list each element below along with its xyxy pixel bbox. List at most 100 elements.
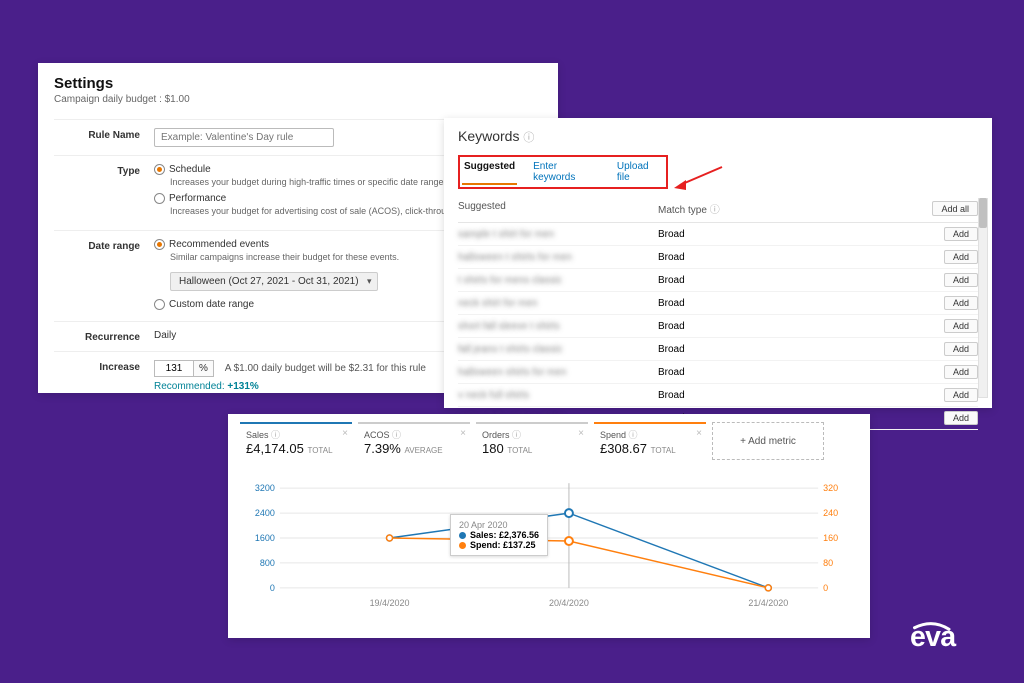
svg-text:160: 160 [823,533,838,543]
metric-orders-label: Orders [482,430,510,440]
col-suggested: Suggested [458,201,658,216]
close-icon[interactable]: × [342,428,348,439]
radio-performance[interactable] [154,193,165,204]
add-button[interactable]: Add [944,411,978,425]
radio-custom[interactable] [154,299,165,310]
radio-recommended[interactable] [154,239,165,250]
close-icon[interactable]: × [696,428,702,439]
keyword-row: sample t shirt for men Broad Add [458,223,978,246]
add-metric-button[interactable]: + Add metric [712,422,824,460]
keyword-row: short fall sleeve t shirts Broad Add [458,315,978,338]
metric-sales-label: Sales [246,430,269,440]
keywords-panel: Keywords ⓘ Suggested Enter keywords Uplo… [444,118,992,408]
date-dropdown[interactable]: Halloween (Oct 27, 2021 - Oct 31, 2021) [170,272,378,291]
date-range-label: Date range [54,239,154,312]
metric-acos-value: 7.39% [364,441,401,456]
chart-panel: × Sales ⓘ £4,174.05 TOTAL × ACOS ⓘ 7.39%… [228,414,870,638]
increase-pct: % [194,360,214,377]
eva-logo: eva [910,616,1000,665]
add-button[interactable]: Add [944,250,978,264]
close-icon[interactable]: × [578,428,584,439]
tooltip-date: 20 Apr 2020 [459,520,539,530]
settings-title: Settings [54,75,542,92]
match-type-text: Broad [658,252,848,263]
svg-text:80: 80 [823,558,833,568]
tabs-highlight-box: Suggested Enter keywords Upload file [458,155,668,189]
match-type-text: Broad [658,229,848,240]
add-button[interactable]: Add [944,319,978,333]
keyword-row: halloween t shirts for men Broad Add [458,246,978,269]
keyword-text: t shirts for mens classic [458,275,562,286]
col-match-type: Match type [658,205,707,216]
metric-spend-value: £308.67 [600,441,647,456]
svg-text:320: 320 [823,483,838,493]
keyword-text: fall jeans t shirts classic [458,344,562,355]
info-icon: ⓘ [710,205,720,216]
keyword-row: neck shirt for men Broad Add [458,292,978,315]
svg-text:2400: 2400 [255,508,275,518]
metric-acos[interactable]: × ACOS ⓘ 7.39% AVERAGE [358,422,470,460]
tab-upload-file[interactable]: Upload file [615,159,664,185]
match-type-text: Broad [658,367,848,378]
svg-text:19/4/2020: 19/4/2020 [370,598,410,608]
match-type-text: Broad [658,275,848,286]
svg-text:240: 240 [823,508,838,518]
keyword-text: v neck full shirts [458,390,529,401]
match-type-text: Broad [658,321,848,332]
increase-input[interactable] [154,360,194,377]
chart-plot: 0 800 1600 2400 3200 0 80 160 240 320 19… [240,468,858,618]
keyword-text: halloween t shirts for men [458,252,572,263]
add-all-button[interactable]: Add all [932,201,978,216]
scrollbar[interactable] [978,198,988,398]
radio-schedule[interactable] [154,164,165,175]
metric-spend-sub: TOTAL [651,446,676,455]
recurrence-label: Recurrence [54,330,154,343]
annotation-arrow [674,163,724,193]
match-type-text: Broad [658,298,848,309]
add-button[interactable]: Add [944,365,978,379]
metric-acos-label: ACOS [364,430,390,440]
increase-reco-label: Recommended: [154,381,227,392]
info-icon: ⓘ [523,132,534,144]
keyword-row: t shirts for mens classic Broad Add [458,269,978,292]
settings-subtitle: Campaign daily budget : $1.00 [54,94,542,105]
add-button[interactable]: Add [944,342,978,356]
type-schedule-text: Schedule [169,164,211,175]
add-button[interactable]: Add [944,388,978,402]
metric-acos-sub: AVERAGE [405,446,443,455]
svg-text:21/4/2020: 21/4/2020 [748,598,788,608]
add-button[interactable]: Add [944,296,978,310]
add-button[interactable]: Add [944,273,978,287]
type-label: Type [54,164,154,222]
date-recommended-text: Recommended events [169,239,269,250]
close-icon[interactable]: × [460,428,466,439]
metric-sales[interactable]: × Sales ⓘ £4,174.05 TOTAL [240,422,352,460]
svg-text:1600: 1600 [255,533,275,543]
keyword-text: sample t shirt for men [458,229,554,240]
tooltip-sales: Sales: £2,376.56 [470,530,539,540]
metric-sales-value: £4,174.05 [246,441,304,456]
keyword-row: v neck full shirts Broad Add [458,384,978,407]
increase-reco-value: +131% [227,381,258,392]
keyword-text: neck shirt for men [458,298,537,309]
metric-orders-sub: TOTAL [507,446,532,455]
svg-text:20/4/2020: 20/4/2020 [549,598,589,608]
metric-spend-label: Spend [600,430,626,440]
metric-orders[interactable]: × Orders ⓘ 180 TOTAL [476,422,588,460]
match-type-text: Broad [658,390,848,401]
tooltip-spend: Spend: £137.25 [470,540,536,550]
tab-enter-keywords[interactable]: Enter keywords [531,159,601,185]
tab-suggested[interactable]: Suggested [462,159,517,185]
svg-text:800: 800 [260,558,275,568]
svg-text:0: 0 [270,583,275,593]
metric-spend[interactable]: × Spend ⓘ £308.67 TOTAL [594,422,706,460]
keyword-text: short fall sleeve t shirts [458,321,560,332]
metric-orders-value: 180 [482,441,504,456]
keyword-rows: sample t shirt for menBroadAddhalloween … [458,223,978,430]
type-performance-text: Performance [169,193,226,204]
increase-label: Increase [54,360,154,392]
rule-name-input[interactable] [154,128,334,147]
keyword-text: halloween shirts for men [458,367,566,378]
metric-sales-sub: TOTAL [307,446,332,455]
add-button[interactable]: Add [944,227,978,241]
